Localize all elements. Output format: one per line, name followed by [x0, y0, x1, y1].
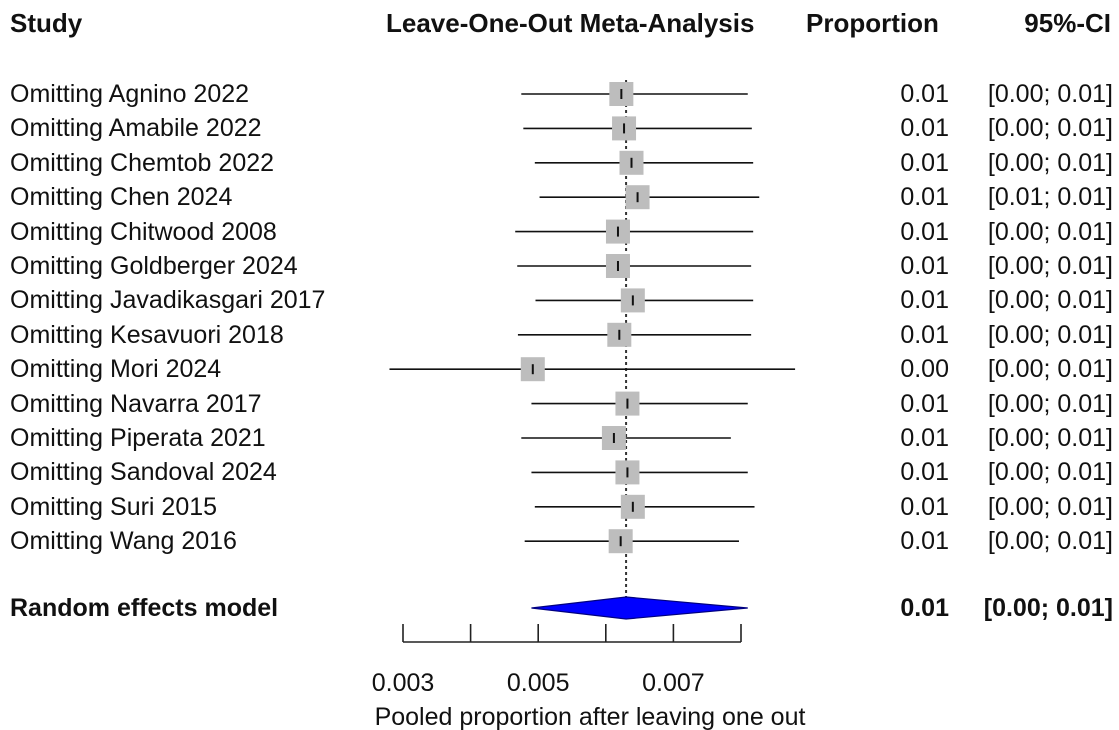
proportion-value: 0.01	[900, 458, 949, 487]
proportion-value: 0.01	[900, 424, 949, 452]
study-row: Omitting Javadikasgari 2017 0.01 [0.00; 0.…	[0, 283, 1119, 317]
x-tick-label: 0.007	[642, 669, 705, 697]
ci-value: [0.01; 0.01]	[987, 183, 1113, 212]
ci-value: [0.00; 0.01]	[987, 355, 1113, 384]
study-label: Omitting Goldberger 2024	[10, 252, 298, 280]
study-row: Omitting Chemtob 2022 0.01 [0.00; 0.01]	[0, 146, 1119, 180]
proportion-value: 0.01	[900, 320, 949, 349]
proportion-value: 0.01	[900, 286, 949, 315]
ci-value: [0.00; 0.01]	[987, 80, 1113, 108]
ci-value: [0.00; 0.01]	[987, 114, 1113, 143]
proportion-value: 0.01	[900, 148, 949, 177]
ci-value: [0.00; 0.01]	[987, 320, 1113, 349]
study-row: Omitting Amabile 2022 0.01 [0.00; 0.01]	[0, 111, 1119, 145]
ci-value: [0.00; 0.01]	[987, 286, 1113, 315]
study-label: Omitting Sandoval 2024	[10, 458, 277, 487]
ci-value: [0.00; 0.01]	[987, 217, 1113, 246]
study-label: Omitting Piperata 2021	[10, 424, 266, 452]
proportion-value: 0.01	[900, 492, 949, 521]
study-rows: Omitting Agnino 2022 0.01 [0.00; 0.01] Omit…	[0, 77, 1119, 625]
ci-value: [0.00; 0.01]	[987, 252, 1113, 280]
summary-row: Random effects model 0.01 [0.00; 0.01]	[0, 591, 1119, 625]
study-label: Omitting Suri 2015	[10, 492, 218, 521]
study-label: Omitting Chen 2024	[10, 183, 233, 212]
proportion-value: 0.01	[900, 594, 949, 622]
study-row: Omitting Sandoval 2024 0.01 [0.00; 0.01]	[0, 455, 1119, 489]
proportion-value: 0.01	[900, 183, 949, 212]
header-plot-title: Leave-One-Out Meta-Analysis	[386, 8, 755, 38]
study-row: Omitting Chitwood 2008 0.01 [0.00; 0.01]	[0, 215, 1119, 249]
header-study: Study	[10, 8, 83, 38]
study-row: Omitting Suri 2015 0.01 [0.00; 0.01]	[0, 490, 1119, 524]
study-label: Omitting Javadikasgari 2017	[10, 286, 326, 315]
x-tick-label: 0.005	[507, 669, 570, 697]
proportion-value: 0.01	[900, 80, 949, 108]
study-label: Omitting Chitwood 2008	[10, 217, 277, 246]
ci-value: [0.00; 0.01]	[987, 389, 1113, 418]
study-row: Omitting Goldberger 2024 0.01 [0.00; 0.01]	[0, 249, 1119, 283]
study-row: Omitting Piperata 2021 0.01 [0.00; 0.01]	[0, 421, 1119, 455]
proportion-value: 0.01	[900, 217, 949, 246]
study-label: Omitting Mori 2024	[10, 355, 222, 384]
header-proportion: Proportion	[806, 8, 939, 38]
proportion-value: 0.01	[900, 389, 949, 418]
ci-value: [0.00; 0.01]	[987, 492, 1113, 521]
header-ci: 95%-CI	[1024, 8, 1111, 38]
study-label: Omitting Wang 2016	[10, 527, 237, 556]
study-label: Omitting Kesavuori 2018	[10, 320, 284, 349]
proportion-value: 0.01	[900, 527, 949, 556]
study-row: Omitting Chen 2024 0.01 [0.01; 0.01]	[0, 180, 1119, 214]
study-row: Omitting Kesavuori 2018 0.01 [0.00; 0.01]	[0, 318, 1119, 352]
proportion-value: 0.00	[900, 355, 949, 384]
study-row: Omitting Mori 2024 0.00 [0.00; 0.01]	[0, 352, 1119, 386]
study-row: Omitting Agnino 2022 0.01 [0.00; 0.01]	[0, 77, 1119, 111]
summary-diamond	[531, 596, 748, 620]
study-label: Omitting Chemtob 2022	[10, 148, 275, 177]
study-label: Random effects model	[10, 594, 279, 622]
x-tick-label: 0.003	[372, 669, 435, 697]
proportion-value: 0.01	[900, 114, 949, 143]
ci-value: [0.00; 0.01]	[987, 458, 1113, 487]
study-label: Omitting Amabile 2022	[10, 114, 262, 143]
study-label: Omitting Agnino 2022	[10, 80, 250, 108]
study-row: Omitting Wang 2016 0.01 [0.00; 0.01]	[0, 524, 1119, 558]
ci-value: [0.00; 0.01]	[987, 148, 1113, 177]
study-row: Omitting Navarra 2017 0.01 [0.00; 0.01]	[0, 387, 1119, 421]
study-label: Omitting Navarra 2017	[10, 389, 262, 418]
proportion-value: 0.01	[900, 252, 949, 280]
x-axis-label: Pooled proportion after leaving one out	[375, 703, 806, 730]
ci-value: [0.00; 0.01]	[983, 594, 1113, 622]
ci-value: [0.00; 0.01]	[987, 527, 1113, 556]
ci-value: [0.00; 0.01]	[987, 424, 1113, 452]
